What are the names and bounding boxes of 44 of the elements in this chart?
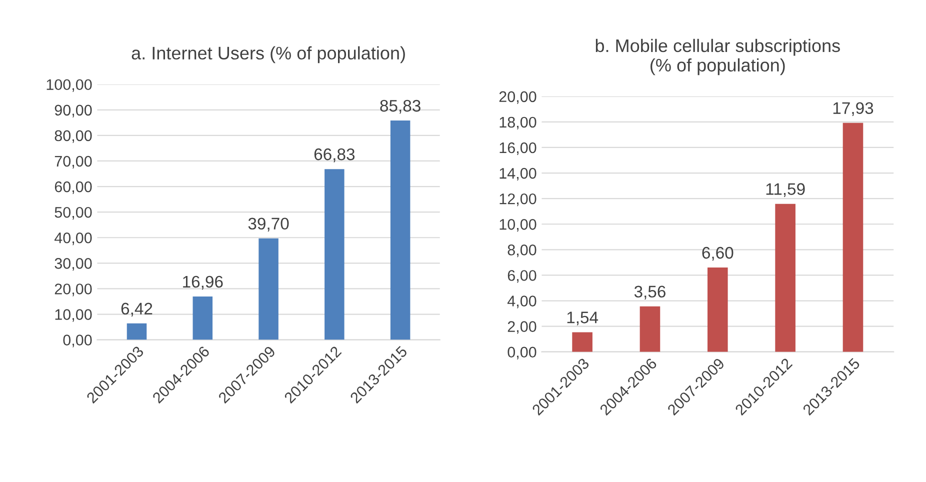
data-label: 16,96 <box>183 276 223 290</box>
data-label: 3,56 <box>634 286 666 300</box>
bar <box>572 332 592 352</box>
y-tick-label: 80,00 <box>54 130 92 143</box>
y-tick-label: 8,00 <box>508 244 536 258</box>
y-tick-label: 0,00 <box>508 346 536 360</box>
y-tick-label: 10,00 <box>500 219 536 232</box>
bar <box>258 238 278 340</box>
y-tick-label: 16,00 <box>500 142 536 155</box>
bar <box>842 122 864 352</box>
y-tick-label: 6,00 <box>508 270 536 283</box>
y-tick-label: 18,00 <box>500 116 536 130</box>
y-tick-label: 20,00 <box>499 91 536 104</box>
data-label: 11,59 <box>766 183 805 197</box>
chart-title: b. Mobile cellular subscriptions (% of population) <box>596 38 840 76</box>
y-tick-label: 60,00 <box>54 181 92 194</box>
bar <box>775 204 796 352</box>
bar <box>192 296 213 340</box>
data-label: 85,83 <box>380 100 420 114</box>
data-label: 6,60 <box>702 246 734 261</box>
bar <box>324 169 344 340</box>
bar <box>390 120 410 340</box>
y-tick-label: 20,00 <box>54 284 92 296</box>
data-label: 66,83 <box>314 148 355 162</box>
y-tick-label: 10,00 <box>55 309 92 322</box>
bar <box>708 268 728 352</box>
y-tick-label: 0,00 <box>63 334 92 348</box>
y-tick-label: 12,00 <box>500 193 536 206</box>
y-tick-label: 2,00 <box>508 321 536 334</box>
y-tick-label: 100,00 <box>46 79 92 92</box>
chart-title: a. Internet Users (% of population) <box>132 46 405 64</box>
bar <box>640 306 660 352</box>
data-label: 39,70 <box>248 218 289 232</box>
y-tick-label: 40,00 <box>54 232 92 246</box>
bar <box>126 323 147 340</box>
data-label: 6,42 <box>121 302 152 317</box>
y-tick-label: 30,00 <box>54 258 92 271</box>
y-tick-label: 70,00 <box>54 156 92 168</box>
y-tick-label: 14,00 <box>500 168 536 181</box>
data-label: 17,93 <box>833 102 874 116</box>
y-tick-label: 4,00 <box>507 296 536 308</box>
data-label: 1,54 <box>567 312 598 326</box>
y-tick-label: 50,00 <box>54 206 92 220</box>
y-tick-label: 90,00 <box>54 104 92 118</box>
